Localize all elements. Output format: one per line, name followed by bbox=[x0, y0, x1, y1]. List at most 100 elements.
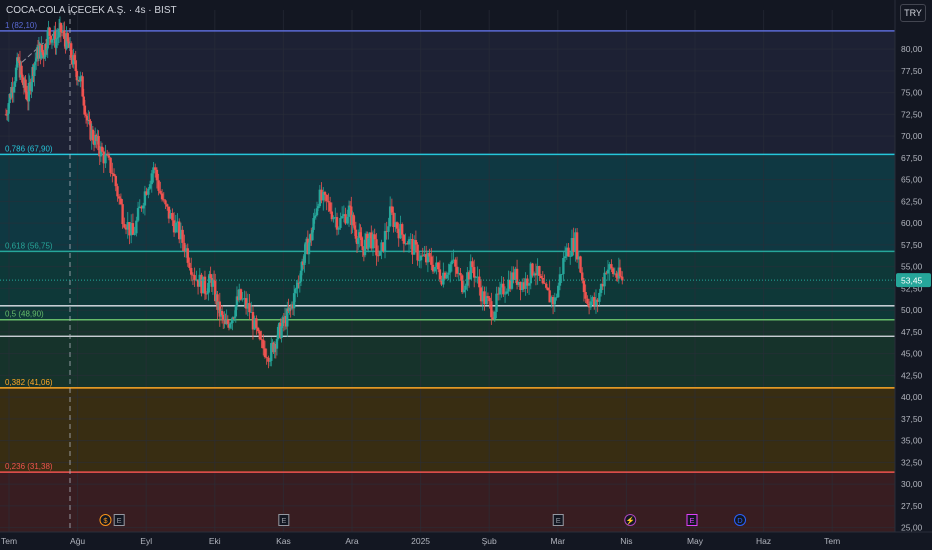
candle-body bbox=[450, 260, 454, 265]
candle-body bbox=[462, 289, 466, 293]
candle-body bbox=[27, 82, 31, 102]
candle-body bbox=[582, 280, 586, 293]
candle-body bbox=[63, 30, 66, 39]
price-tick-label: 67,50 bbox=[901, 153, 923, 163]
fib-zone-5 bbox=[0, 472, 895, 532]
candle-body bbox=[395, 222, 399, 229]
candle-body bbox=[143, 191, 147, 206]
candle-body bbox=[375, 239, 378, 256]
candle-body bbox=[59, 23, 63, 33]
time-tick-label: Eyl bbox=[140, 536, 152, 546]
candle-body bbox=[356, 238, 360, 244]
candle-body bbox=[502, 283, 505, 295]
fib-label-3: 0,5 (48,90) bbox=[5, 310, 44, 319]
candle-body bbox=[399, 224, 402, 239]
last-price-badge bbox=[896, 273, 931, 288]
candle-body bbox=[581, 272, 584, 281]
candle-body bbox=[402, 234, 406, 244]
candle-body bbox=[387, 226, 390, 232]
fib-zone-4 bbox=[0, 387, 895, 473]
candle-body bbox=[75, 71, 79, 81]
time-tick-label: Ağu bbox=[70, 536, 85, 546]
candle-body bbox=[276, 326, 280, 339]
candle-body bbox=[160, 193, 164, 200]
candle-body bbox=[233, 316, 236, 318]
candle-body bbox=[239, 289, 243, 300]
candle-body bbox=[12, 86, 15, 93]
price-tick-label: 45,00 bbox=[901, 349, 923, 359]
candle-body bbox=[55, 38, 58, 48]
candle-body bbox=[206, 293, 209, 295]
candle-body bbox=[21, 77, 25, 85]
candle-body bbox=[109, 157, 112, 173]
candle-body bbox=[294, 289, 297, 294]
candle-body bbox=[400, 224, 404, 235]
candle-body bbox=[82, 96, 85, 106]
candle-body bbox=[407, 239, 411, 245]
candle-body bbox=[203, 276, 207, 294]
candle-body bbox=[354, 229, 358, 239]
candle-body bbox=[40, 44, 44, 53]
candle-body bbox=[586, 298, 589, 304]
candle-body bbox=[34, 58, 38, 62]
candle-body bbox=[136, 208, 140, 221]
candle-body bbox=[244, 298, 248, 309]
candle-body bbox=[526, 278, 529, 286]
event-marker-label: D bbox=[737, 516, 743, 525]
candle-body bbox=[460, 275, 464, 293]
time-tick-label: Eki bbox=[209, 536, 221, 546]
candle-body bbox=[297, 282, 300, 284]
candle-body bbox=[60, 32, 64, 33]
candle-body bbox=[548, 290, 551, 303]
candle-body bbox=[363, 239, 367, 256]
candle-body bbox=[414, 240, 418, 245]
candle-body bbox=[300, 261, 304, 271]
candle-body bbox=[140, 206, 143, 209]
candle-body bbox=[159, 190, 162, 194]
candle-body bbox=[347, 205, 351, 217]
candle-body bbox=[288, 307, 291, 312]
candle-body bbox=[348, 205, 352, 207]
candle-body bbox=[613, 273, 617, 275]
candle-body bbox=[123, 224, 126, 228]
candle-body bbox=[442, 272, 445, 285]
candle-body bbox=[202, 276, 205, 294]
candle-body bbox=[25, 90, 28, 94]
currency-button[interactable]: TRY bbox=[900, 4, 926, 22]
candle-body bbox=[594, 299, 598, 306]
candle-body bbox=[166, 204, 169, 207]
candle-body bbox=[193, 275, 196, 281]
candle-body bbox=[191, 274, 195, 276]
candle-body bbox=[16, 57, 19, 68]
time-tick-label: Nis bbox=[620, 536, 632, 546]
candle-body bbox=[596, 299, 599, 302]
candle-body bbox=[167, 206, 171, 219]
candle-body bbox=[382, 242, 385, 252]
candle-body bbox=[295, 288, 298, 290]
event-marker-label: ⚡ bbox=[626, 516, 635, 525]
candle-body bbox=[448, 264, 452, 273]
candle-body bbox=[424, 254, 428, 263]
candle-body bbox=[421, 255, 424, 257]
fib-label-5: 0,236 (31,38) bbox=[5, 462, 53, 471]
candle-body bbox=[601, 284, 605, 287]
candle-body bbox=[235, 296, 239, 306]
fib-label-2: 0,618 (56,75) bbox=[5, 241, 53, 250]
time-axis-panel bbox=[0, 532, 932, 550]
candle-body bbox=[56, 37, 60, 39]
candle-body bbox=[342, 214, 346, 217]
candle-body bbox=[611, 268, 615, 275]
candle-body bbox=[154, 167, 157, 170]
candle-body bbox=[485, 296, 488, 305]
candle-body bbox=[433, 266, 436, 272]
candle-body bbox=[340, 216, 344, 218]
candle-body bbox=[13, 81, 17, 87]
candle-body bbox=[498, 287, 502, 295]
candle-body bbox=[112, 173, 116, 177]
candle-body bbox=[370, 232, 373, 249]
candle-body bbox=[275, 338, 279, 349]
candle-body bbox=[587, 303, 591, 308]
candle-body bbox=[198, 274, 201, 287]
